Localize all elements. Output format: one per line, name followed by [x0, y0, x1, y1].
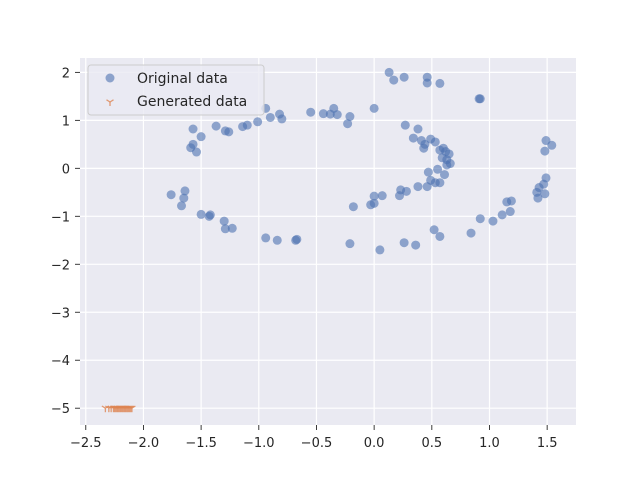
original-data-point [466, 228, 476, 238]
legend-box [87, 64, 265, 116]
original-data-point [188, 124, 198, 134]
original-data-point [547, 140, 557, 150]
original-data-point [369, 103, 379, 113]
original-data-point [502, 197, 512, 207]
legend-label-generated: Generated data [137, 94, 247, 110]
original-data-point [440, 170, 450, 180]
original-data-point [238, 122, 248, 132]
original-data-point [180, 186, 190, 196]
original-data-point [253, 117, 263, 127]
original-data-point [325, 109, 335, 119]
x-tick-label: 1.0 [479, 436, 500, 451]
original-data-point [261, 233, 271, 243]
original-data-point [196, 209, 206, 219]
series-original [166, 67, 557, 255]
original-data-point [423, 167, 433, 177]
original-data-point [366, 200, 376, 210]
y-axis-ticks: 2 1 0 −1 −2 −3 −4 −5 [51, 66, 80, 417]
original-data-point [435, 78, 445, 88]
original-data-point [435, 178, 445, 188]
x-tick-label: 0.5 [421, 436, 442, 451]
original-data-point [430, 137, 440, 147]
original-data-point [411, 240, 421, 250]
y-tick-label: 1 [62, 114, 70, 129]
legend-label-original: Original data [137, 71, 228, 87]
original-data-point [533, 193, 543, 203]
y-tick-label: −5 [51, 402, 70, 417]
original-data-point [475, 214, 485, 224]
series-generated [101, 405, 136, 413]
original-data-point [332, 110, 342, 120]
original-data-point [272, 235, 282, 245]
x-tick-label: 1.5 [537, 436, 558, 451]
original-data-point [435, 231, 445, 241]
original-data-point [475, 94, 485, 104]
generated-data-point [128, 405, 136, 413]
y-tick-label: 0 [62, 162, 70, 177]
x-tick-label: −2.0 [128, 436, 160, 451]
original-data-point [227, 223, 237, 233]
x-tick-label: −0.5 [301, 436, 333, 451]
original-data-point [219, 216, 229, 226]
original-data-point [497, 210, 507, 220]
legend-marker-original [105, 73, 115, 83]
original-data-point [419, 143, 429, 153]
original-data-point [306, 107, 316, 117]
y-tick-label: −2 [51, 258, 70, 273]
y-tick-label: −1 [51, 210, 70, 225]
plot-background [80, 58, 576, 425]
original-data-point [265, 112, 275, 122]
original-data-point [384, 67, 394, 77]
original-data-point [224, 127, 234, 137]
original-data-point [399, 238, 409, 248]
original-data-point [211, 121, 221, 131]
original-data-point [400, 120, 410, 130]
original-data-point [318, 109, 328, 119]
original-data-point [389, 75, 399, 85]
original-data-point [540, 146, 550, 156]
x-axis-ticks: −2.5 −2.0 −1.5 −1.0 −0.5 0.0 0.5 1.0 1.5 [70, 425, 558, 451]
x-tick-label: 0.0 [364, 436, 385, 451]
y-tick-label: 2 [62, 66, 70, 81]
original-data-point [179, 193, 189, 203]
original-data-point [166, 190, 176, 200]
original-data-point [345, 112, 355, 122]
original-data-point [220, 224, 230, 234]
original-data-point [277, 114, 287, 124]
original-data-point [196, 132, 206, 142]
grid-lines [80, 58, 576, 425]
legend: Original data Generated data [87, 64, 265, 116]
original-data-point [291, 235, 301, 245]
original-data-point [395, 191, 405, 201]
original-data-point [177, 201, 187, 211]
original-data-point [422, 78, 432, 88]
original-data-point [399, 72, 409, 82]
original-data-point [343, 119, 353, 129]
original-data-point [422, 182, 432, 192]
original-data-point [204, 211, 214, 221]
original-data-point [413, 124, 423, 134]
original-data-point [408, 133, 418, 143]
original-data-point [442, 160, 452, 170]
data-points [101, 67, 557, 413]
original-data-point [345, 239, 355, 249]
original-data-point [375, 245, 385, 255]
original-data-point [413, 182, 423, 192]
original-data-point [369, 191, 379, 201]
legend-marker-generated [106, 99, 114, 106]
original-data-point [192, 147, 202, 157]
original-data-point [488, 216, 498, 226]
y-tick-label: −3 [51, 306, 70, 321]
original-data-point [505, 207, 515, 217]
original-data-point [540, 189, 550, 199]
x-tick-label: −1.0 [243, 436, 275, 451]
original-data-point [348, 202, 358, 212]
y-tick-label: −4 [51, 354, 70, 369]
x-tick-label: −2.5 [70, 436, 102, 451]
x-tick-label: −1.5 [185, 436, 217, 451]
original-data-point [433, 164, 443, 174]
original-data-point [377, 191, 387, 201]
original-data-point [429, 225, 439, 235]
